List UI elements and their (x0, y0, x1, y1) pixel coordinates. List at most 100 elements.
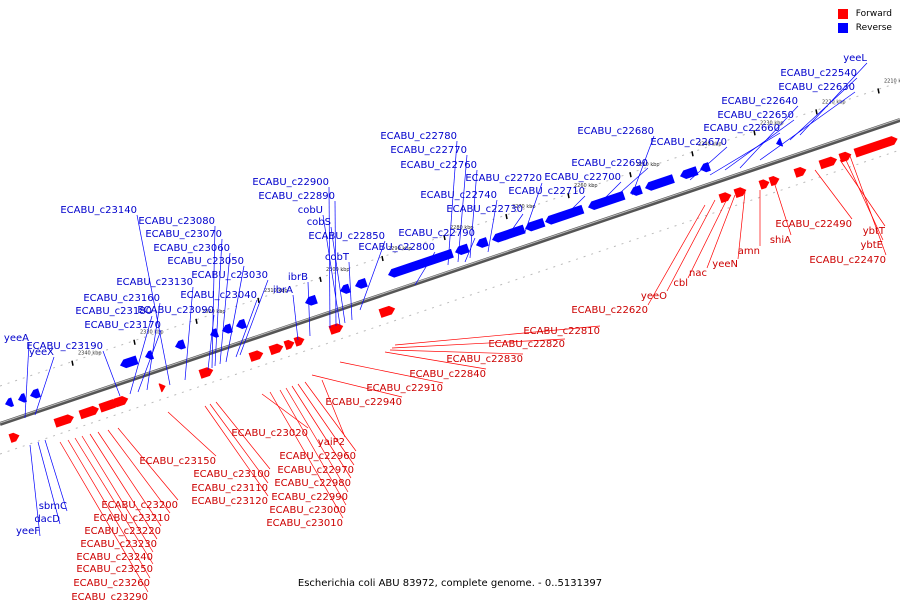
reverse-gene-arrow (588, 190, 626, 211)
leader-line (504, 213, 524, 241)
leader-line (464, 237, 476, 263)
reverse-gene-arrow (476, 237, 489, 248)
forward-gene-arrow (768, 176, 780, 187)
leader-line (567, 195, 586, 214)
gene-label: ECABU_c22910 (366, 383, 443, 394)
gene-label: ECABU_c22660 (703, 123, 780, 134)
leader-line (239, 279, 269, 356)
gene-label: ECABU_c22670 (650, 137, 727, 148)
gene-label: ECABU_c23230 (80, 539, 157, 550)
reverse-gene-arrow (340, 283, 351, 294)
tick-mark (877, 88, 880, 94)
forward-gene (818, 156, 838, 170)
gene-label: ECABU_c23010 (266, 518, 343, 529)
backbone-line (0, 118, 900, 426)
gene-label: ECABU_c23120 (191, 496, 268, 507)
gene-label: ECABU_c23140 (60, 205, 137, 216)
gene-label: ECABU_c23030 (191, 270, 268, 281)
leader-line (307, 281, 311, 337)
gene-label: ECABU_c22840 (409, 369, 486, 380)
gene-label: ECABU_c22830 (446, 354, 523, 365)
forward-gene (378, 305, 396, 318)
reverse-gene-arrow (388, 248, 454, 278)
tick-label: 2280 kbp (450, 225, 474, 231)
gene-label: ECABU_c22740 (420, 190, 497, 201)
leader-line (706, 194, 736, 269)
leader-line (74, 437, 154, 565)
forward-gene (293, 336, 305, 347)
gene-label: ECABU_c22700 (544, 172, 621, 183)
leader-line (709, 132, 781, 176)
leader-line (117, 427, 179, 501)
leader-line (219, 252, 231, 365)
leader-line (102, 350, 121, 397)
reverse-gene (210, 328, 220, 338)
leader-line (285, 387, 349, 493)
gene-label: ECABU_c23090 (137, 305, 214, 316)
gene-label: ibrA (273, 285, 293, 296)
gene-label: cobS (307, 217, 331, 228)
map-caption: Escherichia coli ABU 83972, complete gen… (297, 578, 603, 589)
gene-label: ECABU_c22680 (577, 126, 654, 137)
reverse-gene (305, 294, 318, 306)
tick-mark (753, 130, 756, 136)
leader-line (774, 184, 792, 236)
gene-label: ECABU_c23180 (75, 306, 152, 317)
reverse-gene (120, 355, 139, 369)
gene-label: ECABU_c22770 (390, 145, 467, 156)
forward-gene (328, 323, 344, 335)
gene-label: ECABU_c23110 (191, 483, 268, 494)
gene-label: ECABU_c23170 (84, 320, 161, 331)
forward-gene-arrow (268, 343, 284, 356)
forward-gene-arrow (98, 399, 119, 413)
label-leader-lines (24, 62, 887, 593)
gene-label: ECABU_c22720 (465, 173, 542, 184)
leader-line (37, 441, 61, 525)
leader-line (59, 441, 149, 593)
reverse-gene-arrow (210, 328, 220, 338)
reverse-gene (18, 393, 28, 403)
reverse-gene (476, 237, 489, 248)
gene-label: yeeA (4, 333, 29, 344)
leader-line (737, 191, 746, 260)
leader-line (215, 401, 271, 470)
tick-label: 2230 kbp (760, 120, 784, 126)
legend-forward: Forward (837, 9, 892, 19)
reverse-gene-arrow (355, 277, 368, 289)
gene-label: cobT (325, 252, 350, 263)
reverse-gene-arrow (305, 294, 318, 306)
leader-line (279, 389, 347, 506)
legend-forward-swatch (837, 9, 848, 19)
tick-mark (567, 192, 570, 199)
leader-line (457, 154, 468, 263)
leader-line (391, 338, 566, 349)
forward-gene-arrow (793, 166, 807, 178)
leader-line (389, 349, 524, 355)
tick-mark (133, 339, 136, 345)
genome-backbone (0, 118, 900, 426)
forward-gene (733, 187, 747, 198)
leader-line (447, 140, 458, 266)
gene-label: ECABU_c23190 (26, 341, 103, 352)
leader-line (339, 361, 444, 384)
gene-label: ECABU_c22630 (778, 82, 855, 93)
leader-line (394, 325, 601, 346)
reverse-gene-arrow (120, 355, 139, 369)
gene-label: ibrB (288, 272, 308, 283)
leader-line (334, 200, 337, 327)
forward-gene (78, 405, 99, 420)
forward-gene-arrow (293, 336, 305, 347)
gene-label: ECABU_c23150 (139, 456, 216, 467)
tick-mark (691, 151, 694, 157)
gene-label: sbmC (39, 501, 67, 512)
gene-label: ECABU_c23240 (76, 552, 153, 563)
forward-gene (158, 383, 166, 393)
reverse-gene (5, 397, 15, 407)
leader-line (225, 265, 245, 363)
gene-label: ECABU_c22780 (380, 131, 457, 142)
leader-line (647, 204, 706, 306)
gene-label: ECABU_c22960 (279, 451, 356, 462)
gene-label: ECABU_c22990 (271, 492, 348, 503)
forward-gene (248, 350, 264, 362)
tick-mark (71, 360, 74, 366)
